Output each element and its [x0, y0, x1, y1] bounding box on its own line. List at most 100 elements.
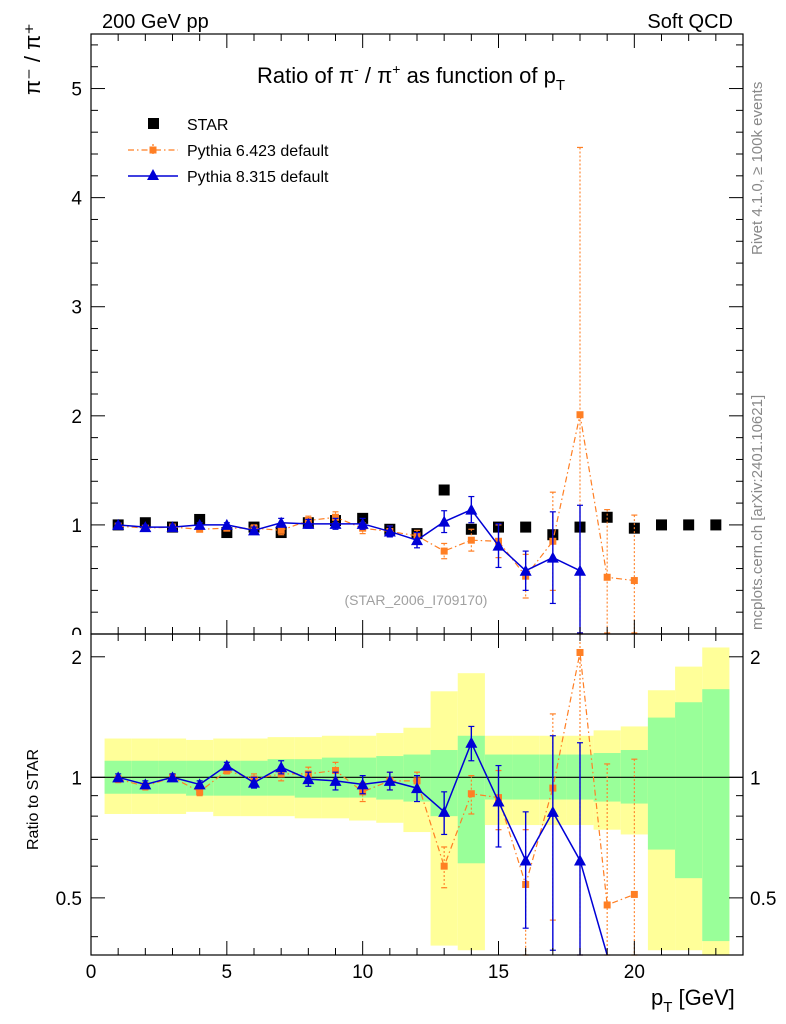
- pythia8-main-point: [193, 518, 206, 530]
- pythia8-main-point: [465, 503, 478, 515]
- pythia8-main-point: [574, 564, 586, 576]
- main-ylabel-text: π⁻ / π⁺: [20, 23, 45, 95]
- legend-star-marker: [148, 118, 159, 129]
- ratio-y-tick-label-left: 2: [71, 648, 82, 669]
- pythia8-ratio-point: [438, 805, 451, 817]
- x-tick-label: 10: [352, 962, 373, 983]
- pythia8-main-point: [411, 534, 423, 546]
- pythia6-ratio-point: [332, 767, 339, 775]
- pythia6-ratio-point: [576, 648, 584, 656]
- pythia6-ratio-line: [118, 652, 635, 906]
- ratio-ylabel: Ratio to STAR: [25, 749, 42, 850]
- pythia8-ratio-point: [546, 805, 559, 817]
- main-y-tick-label: 1: [71, 516, 82, 537]
- mcplots-label: mcplots.cern.ch [arXiv:2401.10621]: [749, 395, 766, 630]
- header-right: Soft QCD: [647, 11, 733, 33]
- x-tick-label: 5: [222, 962, 233, 983]
- ratio-y-tick-label-left: 1: [71, 768, 82, 789]
- pythia6-main-point: [576, 411, 584, 419]
- legend-pythia6-label: Pythia 6.423 default: [187, 143, 329, 160]
- pythia8-main-point: [356, 517, 369, 529]
- ratio-y-tick-label-right: 2: [750, 648, 761, 669]
- x-tick-label: 20: [624, 962, 645, 983]
- analysis-watermark: (STAR_2006_I709170): [345, 592, 488, 608]
- pythia8-ratio-point: [356, 778, 369, 790]
- star-point: [520, 521, 532, 533]
- star-point: [683, 519, 695, 531]
- pythia6-ratio-point: [603, 901, 611, 909]
- main-y-tick-label: 2: [71, 407, 82, 428]
- zero-label-clip: [60, 635, 88, 647]
- pythia6-main-point: [603, 573, 611, 581]
- pythia8-main-point: [383, 525, 396, 537]
- header-left: 200 GeV pp: [102, 11, 209, 33]
- pythia6-ratio-point: [467, 790, 475, 798]
- main-panel: [112, 146, 722, 634]
- pythia6-main-point: [467, 536, 475, 544]
- pythia8-main-point: [438, 515, 451, 527]
- pythia6-ratio-point: [630, 890, 638, 898]
- legend: STAR Pythia 6.423 default Pythia 8.315 d…: [128, 117, 329, 186]
- x-axis-label: pT [GeV]: [651, 985, 735, 1016]
- pythia8-ratio-point: [519, 854, 532, 866]
- main-y-tick-label: 4: [71, 189, 82, 210]
- x-tick-label: 0: [86, 962, 97, 983]
- ratio-y-tick-label-right: 0.5: [750, 889, 776, 910]
- pythia8-main-line: [118, 508, 581, 572]
- pythia6-main-point: [630, 577, 638, 585]
- legend-pythia8-label: Pythia 8.315 default: [187, 169, 329, 186]
- pythia6-main-point: [277, 526, 285, 534]
- pythia8-ratio-point: [492, 795, 505, 807]
- pythia6-main-line: [118, 414, 635, 582]
- legend-pythia8-marker: [147, 169, 159, 180]
- band-green: [675, 702, 703, 879]
- pythia8-main-point: [248, 524, 260, 536]
- pythia8-ratio-point: [248, 776, 260, 788]
- pythia6-main-point: [440, 547, 448, 555]
- x-tick-label: 15: [488, 962, 509, 983]
- pythia8-ratio-point: [112, 771, 125, 783]
- ratio-y-tick-label-left: 0.5: [56, 889, 82, 910]
- pythia8-ratio-point: [574, 854, 586, 866]
- band-green: [647, 717, 676, 850]
- main-ylabel: π⁻ / π⁺: [20, 23, 45, 95]
- pythia8-ratio-point: [465, 736, 478, 748]
- pythia8-ratio-point: [275, 761, 288, 773]
- pythia8-ratio-point: [139, 778, 152, 790]
- pythia8-ratio-point: [383, 774, 396, 786]
- pythia8-ratio-point: [220, 759, 233, 771]
- pythia8-ratio-point: [302, 773, 315, 785]
- pythia8-main-point: [546, 551, 559, 563]
- pythia6-ratio-point: [440, 862, 448, 870]
- pythia8-main-point: [329, 517, 342, 529]
- pythia8-main-point: [112, 518, 125, 530]
- pythia8-main-point: [519, 564, 532, 576]
- pythia8-main-point: [166, 521, 179, 533]
- star-point: [656, 519, 667, 531]
- main-y-tick-label: 5: [71, 80, 82, 101]
- chart-title: Ratio of π- / π+ as function of pT: [257, 61, 565, 94]
- star-point: [710, 519, 722, 531]
- pythia8-ratio-point: [329, 774, 342, 786]
- main-y-tick-label: 3: [71, 298, 82, 319]
- pythia8-ratio-point: [193, 778, 206, 790]
- pythia6-ratio-point: [196, 788, 204, 796]
- pythia8-main-point: [275, 516, 288, 528]
- star-point: [438, 484, 450, 496]
- ratio-panel: [112, 633, 638, 956]
- pythia8-main-point: [220, 518, 233, 530]
- legend-star-label: STAR: [187, 117, 228, 134]
- pythia8-ratio-point: [166, 771, 179, 783]
- rivet-label: Rivet 4.1.0, ≥ 100k events: [749, 82, 766, 255]
- ratio-y-tick-label-right: 1: [750, 768, 761, 789]
- star-point: [221, 527, 233, 539]
- pythia8-main-point: [139, 521, 152, 533]
- pythia8-ratio-point: [411, 782, 423, 794]
- pythia8-main-point: [492, 539, 505, 551]
- pythia6-main-point: [332, 513, 339, 521]
- band-green: [702, 689, 730, 942]
- legend-pythia6-marker: [149, 146, 157, 154]
- pythia8-main-point: [302, 517, 315, 529]
